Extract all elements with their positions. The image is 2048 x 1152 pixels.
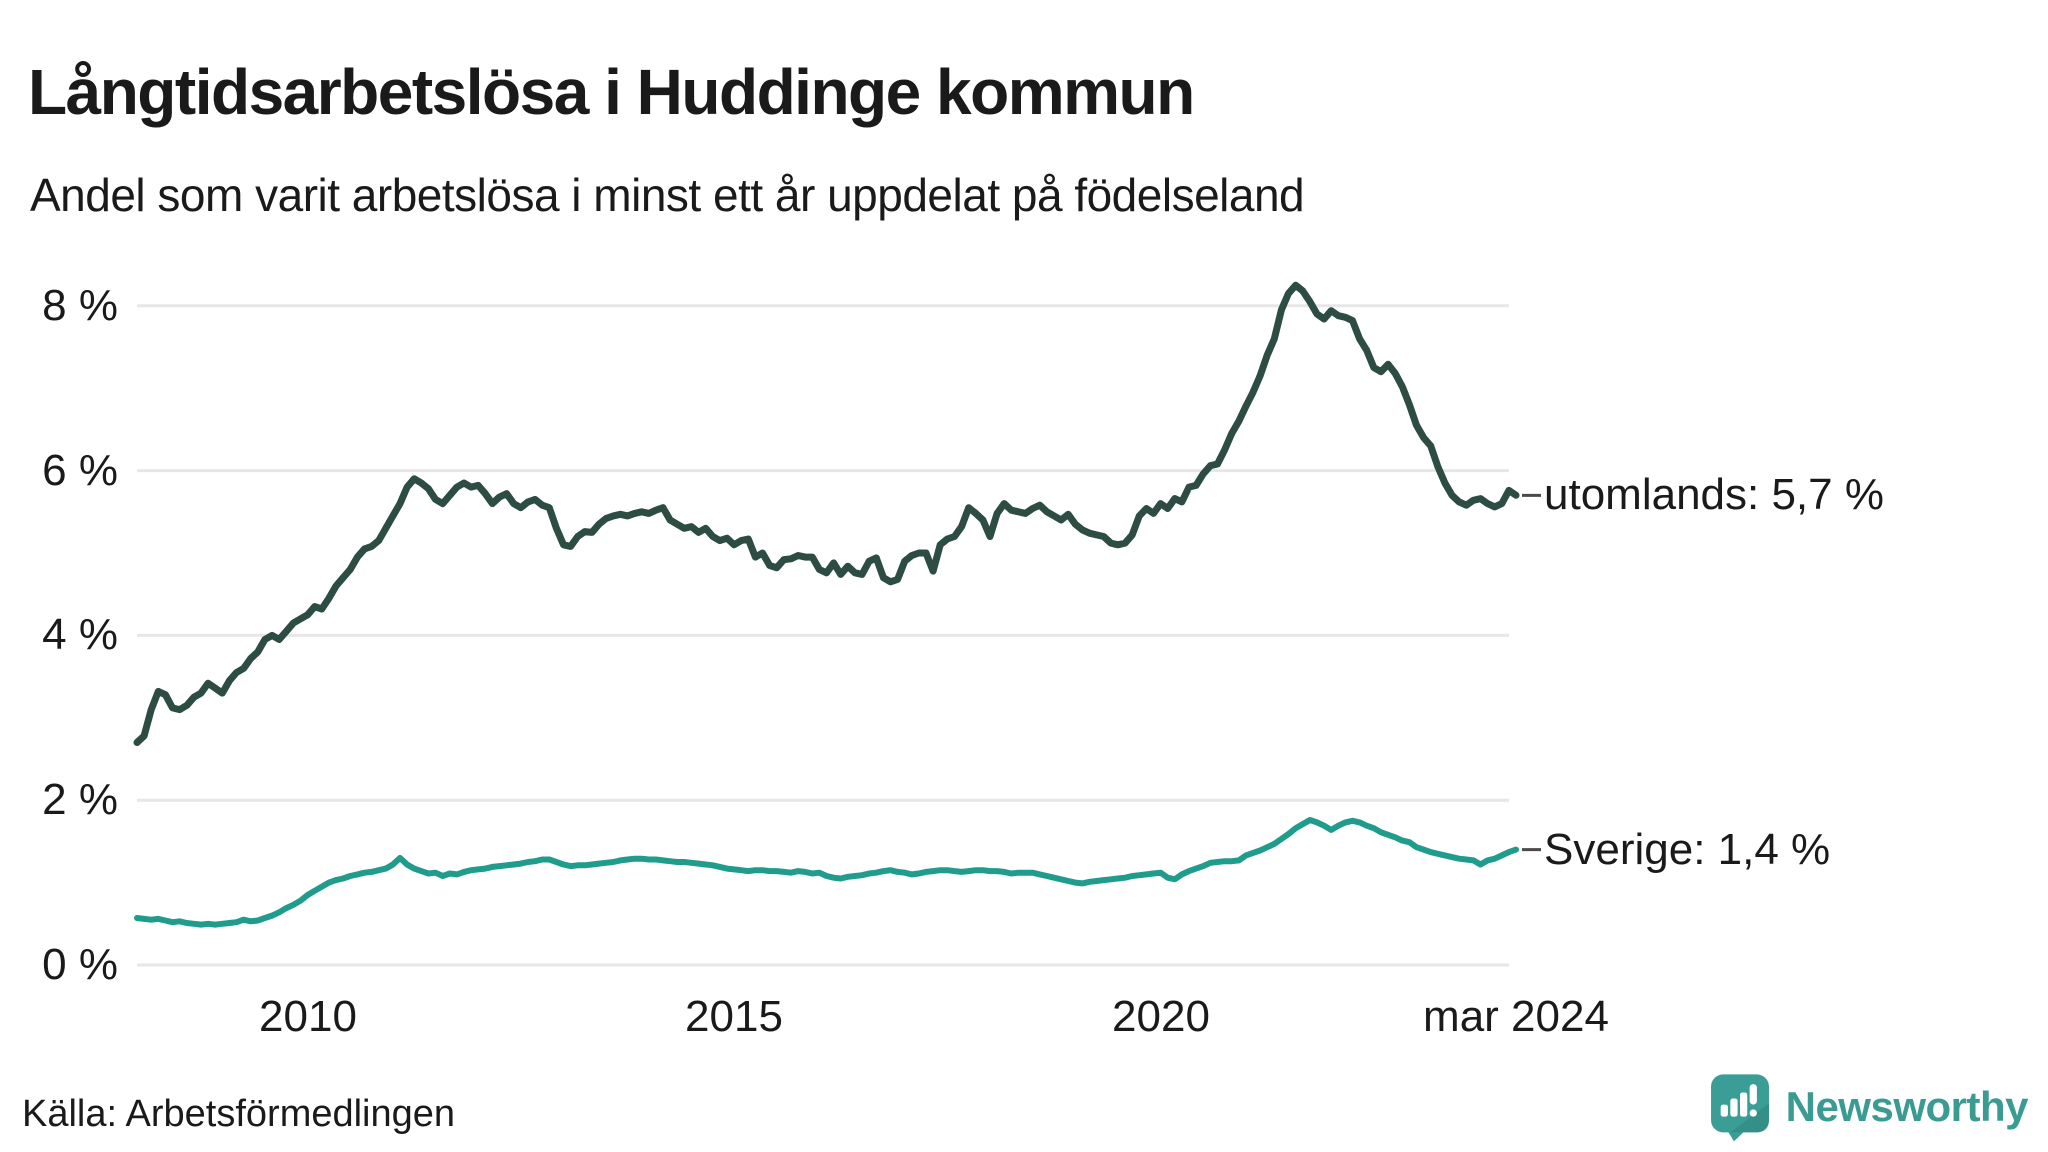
x-tick-label-2010: 2010 [259, 992, 357, 1041]
y-tick-label-6: 6 % [42, 446, 118, 495]
source-note: Källa: Arbetsförmedlingen [22, 1093, 456, 1135]
chart-subtitle: Andel som varit arbetslösa i minst ett å… [30, 169, 1305, 221]
y-tick-label-8: 8 % [42, 281, 118, 330]
x-tick-label-2015: 2015 [685, 992, 783, 1041]
x-tick-label-2020: 2020 [1112, 992, 1210, 1041]
y-tick-label-2: 2 % [42, 775, 118, 824]
newsworthy-logo: Newsworthy [1708, 1072, 2029, 1142]
series-end-label-sverige: Sverige: 1,4 % [1544, 825, 1831, 874]
x-tick-label-mar-2024: mar 2024 [1423, 992, 1609, 1041]
newsworthy-icon [1710, 1074, 1769, 1142]
series-end-label-utomlands: utomlands: 5,7 % [1544, 470, 1884, 519]
series-line-utomlands [133, 281, 1520, 746]
brand-name: Newsworthy [1785, 1083, 2029, 1130]
page-title: Långtidsarbetslösa i Huddinge kommun [28, 55, 1195, 128]
series-line-sverige [134, 817, 1519, 928]
y-tick-label-4: 4 % [42, 610, 118, 659]
y-tick-label-0: 0 % [42, 940, 118, 989]
